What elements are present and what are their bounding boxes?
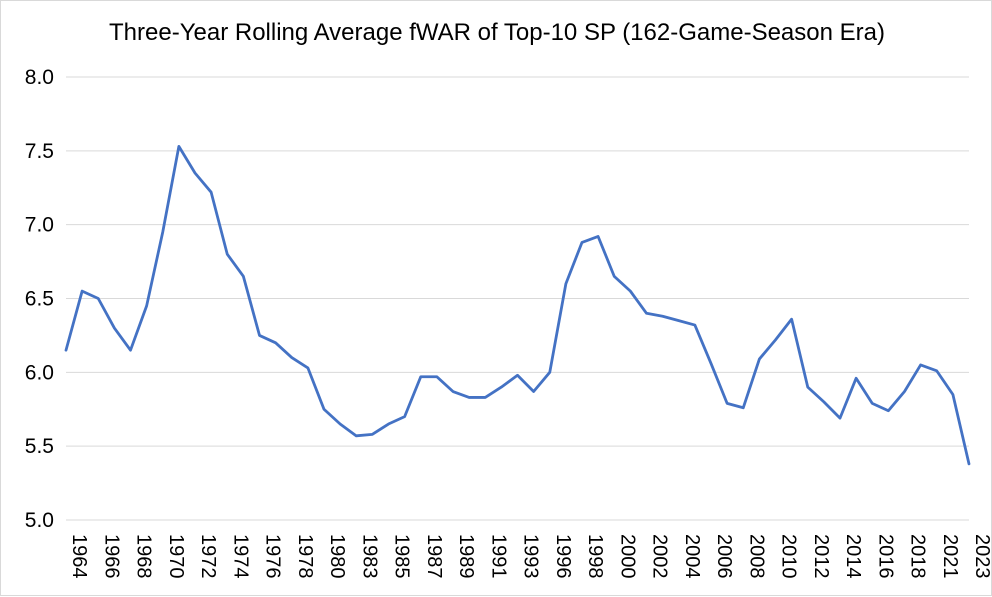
svg-text:2004: 2004 [681, 534, 703, 579]
svg-text:6.5: 6.5 [25, 288, 54, 311]
svg-text:2006: 2006 [713, 534, 735, 579]
svg-text:2008: 2008 [745, 534, 767, 579]
svg-text:1980: 1980 [326, 534, 348, 579]
svg-text:1993: 1993 [520, 534, 542, 579]
svg-text:8.0: 8.0 [25, 66, 54, 89]
svg-text:1970: 1970 [165, 534, 187, 579]
svg-text:2002: 2002 [649, 534, 671, 579]
svg-text:1987: 1987 [423, 534, 445, 579]
svg-text:5.5: 5.5 [25, 435, 54, 458]
svg-text:1998: 1998 [584, 534, 606, 579]
svg-text:1983: 1983 [358, 534, 380, 579]
svg-text:2021: 2021 [939, 534, 961, 579]
svg-text:1964: 1964 [68, 534, 90, 579]
svg-text:1968: 1968 [133, 534, 155, 579]
svg-text:2010: 2010 [778, 534, 800, 579]
svg-text:2014: 2014 [842, 534, 864, 579]
svg-text:1991: 1991 [487, 534, 509, 579]
svg-text:1974: 1974 [229, 534, 251, 579]
svg-text:7.0: 7.0 [25, 214, 54, 237]
svg-text:7.5: 7.5 [25, 140, 54, 163]
svg-text:1996: 1996 [552, 534, 574, 579]
svg-text:1976: 1976 [262, 534, 284, 579]
svg-text:2023: 2023 [971, 534, 992, 579]
svg-text:1985: 1985 [391, 534, 413, 579]
svg-text:2018: 2018 [907, 534, 929, 579]
svg-text:1978: 1978 [294, 534, 316, 579]
svg-text:2000: 2000 [616, 534, 638, 579]
svg-text:5.0: 5.0 [25, 509, 54, 532]
svg-text:1966: 1966 [100, 534, 122, 579]
svg-text:2016: 2016 [874, 534, 896, 579]
svg-text:1989: 1989 [455, 534, 477, 579]
svg-text:2012: 2012 [810, 534, 832, 579]
svg-text:6.0: 6.0 [25, 361, 54, 384]
svg-text:1972: 1972 [197, 534, 219, 579]
